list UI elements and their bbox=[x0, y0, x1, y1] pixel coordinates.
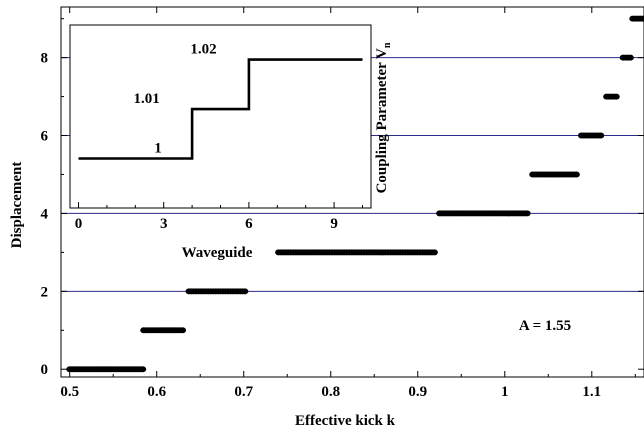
inset-x-tick-label: 6 bbox=[245, 216, 253, 232]
x-tick-label: 0.6 bbox=[147, 384, 166, 400]
data-point bbox=[639, 15, 644, 22]
inset-y-axis-label-subscript: n bbox=[382, 42, 393, 48]
y-tick-label: 4 bbox=[41, 206, 49, 222]
inset-level-label: 1 bbox=[154, 141, 162, 157]
main-plot-frame bbox=[60, 6, 644, 378]
data-point bbox=[139, 366, 147, 373]
inset-x-axis-label: Waveguide bbox=[182, 245, 253, 261]
data-point bbox=[241, 288, 249, 295]
main-y-ticks: 0 2 4 6 8 bbox=[41, 18, 644, 378]
inset-plot: 0 3 6 9 1 1.01 1.02 Waveguide Coupling Parame… bbox=[69, 24, 393, 261]
y-tick-label: 2 bbox=[41, 284, 49, 300]
data-point bbox=[627, 54, 634, 61]
data-point bbox=[612, 93, 620, 100]
inset-x-tick-label: 9 bbox=[330, 216, 338, 232]
y-tick-label: 0 bbox=[41, 362, 49, 378]
x-tick-label: 0.5 bbox=[60, 384, 79, 400]
inset-x-ticks: 0 3 6 9 bbox=[75, 202, 363, 232]
x-tick-label: 0.7 bbox=[234, 384, 253, 400]
data-point bbox=[597, 132, 605, 139]
data-point bbox=[573, 171, 580, 178]
inset-x-tick-label: 3 bbox=[160, 216, 168, 232]
annotation-amplitude: A = 1.55 bbox=[519, 318, 571, 334]
inset-y-axis-label-main: Coupling Parameter V bbox=[374, 48, 390, 193]
main-data-points bbox=[66, 15, 644, 373]
inset-x-tick-label: 0 bbox=[75, 216, 83, 232]
inset-y-axis-label: Coupling Parameter Vn bbox=[374, 42, 393, 193]
x-tick-label: 0.9 bbox=[408, 384, 427, 400]
inset-step-line bbox=[78, 58, 363, 160]
inset-plot-frame bbox=[69, 24, 372, 209]
inset-level-label: 1.02 bbox=[190, 42, 216, 58]
y-tick-label: 8 bbox=[41, 51, 49, 67]
x-axis-label: Effective kick k bbox=[295, 413, 396, 429]
data-point bbox=[523, 210, 531, 217]
inset-level-label: 1.01 bbox=[134, 91, 160, 107]
x-tick-label: 0.8 bbox=[321, 384, 340, 400]
main-plot: 0.5 0.6 0.7 0.8 0.9 1 1.1 0 2 4 6 8 Effective kick… bbox=[9, 6, 644, 429]
data-point bbox=[179, 327, 187, 334]
x-tick-label: 1 bbox=[501, 384, 509, 400]
x-tick-label: 1.1 bbox=[582, 384, 601, 400]
y-tick-label: 6 bbox=[41, 129, 49, 145]
main-x-ticks: 0.5 0.6 0.7 0.8 0.9 1 1.1 bbox=[60, 7, 636, 400]
y-axis-label: Displacement bbox=[9, 162, 25, 249]
inset-level-labels: 1 1.01 1.02 bbox=[134, 42, 217, 157]
data-point bbox=[431, 249, 438, 256]
